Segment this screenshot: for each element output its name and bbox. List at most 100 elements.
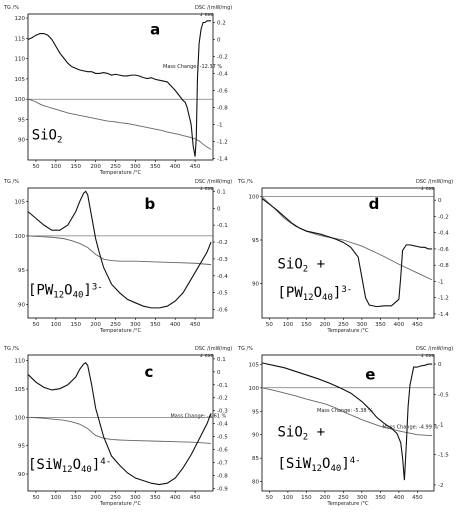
tg-curve <box>261 387 433 437</box>
compound-label-2-sub2: 40 <box>330 464 341 474</box>
dsc-curve <box>27 20 212 157</box>
y-right-label: DSC /(mW/mg) <box>416 179 453 185</box>
x-tick-label: 200 <box>320 322 331 328</box>
compound-label: SiO2 <box>32 128 63 146</box>
compound-label: [SiW12O40]4- <box>28 457 111 475</box>
y-left-tick-label: 110 <box>15 359 26 365</box>
x-tick-label: 150 <box>301 495 312 501</box>
compound-label-charge: 4- <box>100 457 111 467</box>
x-tick-label: 400 <box>170 495 181 501</box>
y-right-tick-label: -0.4 <box>217 274 228 280</box>
x-tick-label: 100 <box>51 164 62 170</box>
x-axis-label: Temperature /°C <box>327 501 369 507</box>
x-tick-label: 250 <box>338 495 349 501</box>
tg-curve <box>27 235 212 266</box>
y-right-tick-label: -0.6 <box>217 448 228 454</box>
plot-frame <box>27 354 214 492</box>
compound-label-close: ] <box>92 457 100 473</box>
compound-label-charge: 3- <box>92 283 103 293</box>
y-right-tick-label: -1.4 <box>438 312 449 318</box>
x-tick-label: 300 <box>357 495 368 501</box>
x-tick-label: 450 <box>412 495 423 501</box>
compound-label-2-base: [SiW <box>277 456 311 472</box>
y-right-tick-label: 0 <box>217 37 221 43</box>
panel-e: TG /% DSC /(mW/mg)↓ exo Temperature /°C 50 1… <box>237 346 453 507</box>
x-tick-label: 400 <box>394 495 405 501</box>
compound-label-sub: 12 <box>62 465 73 475</box>
compound-label-2-o: O <box>314 285 322 301</box>
compound-label-2-sub: 12 <box>303 293 314 303</box>
y-right-tick-label: -0.5 <box>438 392 449 398</box>
y-left-tick-label: 95 <box>252 409 259 415</box>
compound-label-base: [SiW <box>28 457 62 473</box>
y-right-tick-label: 0.1 <box>217 189 226 195</box>
x-axis-label: Temperature /°C <box>327 328 369 334</box>
x-tick-label: 250 <box>338 322 349 328</box>
y-left-tick-label: 90 <box>18 138 25 144</box>
y-right-tick-label: 0.2 <box>217 20 226 26</box>
plot-frame <box>27 13 214 161</box>
x-tick-label: 350 <box>150 322 161 328</box>
x-tick-label: 200 <box>90 322 101 328</box>
y-left-tick-label: 95 <box>252 238 259 244</box>
y-right-tick-label: -0.8 <box>438 263 449 269</box>
y-left-tick-label: 105 <box>15 200 26 206</box>
y-left-label: TG /% <box>3 5 19 11</box>
compound-label-close: ] <box>83 283 91 299</box>
exo-arrow-label: ↓ exo <box>420 353 435 359</box>
compound-label-2-close: ] <box>341 456 349 472</box>
y-left-tick-label: 100 <box>15 97 26 103</box>
y-left-tick-label: 90 <box>252 433 259 439</box>
x-axis-label: Temperature /°C <box>99 501 141 507</box>
x-tick-label: 50 <box>32 495 39 501</box>
mass-change-annotation: Mass Change: -4.61 % <box>170 414 226 420</box>
y-left-tick-label: 95 <box>18 117 25 123</box>
y-right-tick-label: -0.1 <box>217 383 228 389</box>
y-right-tick-label: -0.6 <box>438 247 449 253</box>
panel-letter: a <box>150 20 160 38</box>
x-tick-label: 300 <box>130 164 141 170</box>
y-left-tick-label: 100 <box>15 415 26 421</box>
exo-arrow-label: ↓ exo <box>199 186 214 192</box>
y-left-tick-label: 95 <box>18 268 25 274</box>
y-right-tick-label: -0.2 <box>438 214 449 220</box>
exo-arrow-label: ↓ exo <box>199 12 214 18</box>
y-right-tick-label: -0.4 <box>438 231 449 237</box>
x-tick-label: 400 <box>170 322 181 328</box>
compound-label: SiO2 + <box>277 425 325 443</box>
y-right-tick-label: -0.2 <box>217 54 228 60</box>
y-right-tick-label: -0.6 <box>217 88 228 94</box>
compound-label-2-base: [PW <box>277 285 303 301</box>
y-left-tick-label: 95 <box>18 444 25 450</box>
y-right-tick-label: -0.5 <box>217 435 228 441</box>
compound-label-sub: 2 <box>303 265 308 275</box>
dsc-curve <box>261 198 433 308</box>
y-left-tick-label: 105 <box>15 77 26 83</box>
y-right-tick-label: -0.6 <box>217 308 228 314</box>
y-right-tick-label: -1 <box>438 279 443 285</box>
compound-label-o: O <box>73 457 81 473</box>
compound-label-2-charge: 3- <box>341 285 352 295</box>
x-tick-label: 150 <box>301 322 312 328</box>
x-tick-label: 150 <box>70 164 81 170</box>
compound-label-tail: + <box>308 257 325 273</box>
y-left-tick-label: 90 <box>18 472 25 478</box>
x-tick-label: 400 <box>394 322 405 328</box>
compound-label: [PW12O40]3- <box>28 283 103 301</box>
y-right-tick-label: 0.1 <box>217 357 226 363</box>
tg-curve <box>27 98 212 150</box>
compound-label-2: [PW12O40]3- <box>277 285 352 303</box>
compound-label-2-charge: 4- <box>350 456 361 466</box>
y-right-tick-label: -1.2 <box>217 139 228 145</box>
compound-label-sub2: 40 <box>81 465 92 475</box>
x-tick-label: 150 <box>70 495 81 501</box>
y-right-tick-label: -0.1 <box>217 223 228 229</box>
y-right-tick-label: -0.5 <box>217 291 228 297</box>
x-tick-label: 100 <box>283 495 294 501</box>
x-tick-label: 250 <box>110 322 121 328</box>
y-right-tick-label: 0 <box>438 362 442 368</box>
x-tick-label: 300 <box>357 322 368 328</box>
compound-label-sub: 12 <box>53 291 64 301</box>
y-left-tick-label: 105 <box>15 387 26 393</box>
x-tick-label: 50 <box>32 164 39 170</box>
